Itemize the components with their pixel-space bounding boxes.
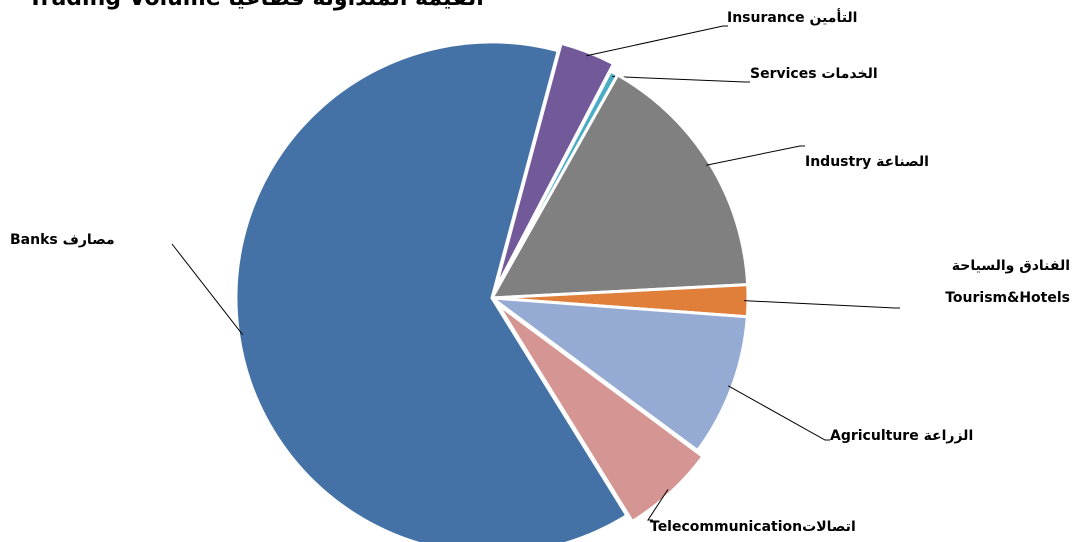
slice-label: Banks مصارف [10,232,115,248]
leader-line [743,300,900,309]
slice-label: الفنادق والسياحة Tourism&Hotels [945,258,1070,306]
slice-label: Telecommunicationاتصالات [650,519,856,535]
slice-label: Insurance التأمين [727,10,858,26]
pie-slice [493,41,616,292]
slice-label: Services الخدمات [750,66,878,82]
leader-line [171,243,244,336]
pie-slice [234,40,629,542]
leader-line [612,76,750,83]
pie-slice [489,72,750,300]
leader-line [706,145,805,166]
pie-slice [496,302,706,524]
leader-line [727,385,830,441]
pie-slice [486,296,749,453]
leader-line [586,25,728,57]
slice-label: Industry الصناعة [805,154,929,170]
leader-line [647,489,669,521]
slice-label: Agriculture الزراعة [830,428,974,444]
chart-title: Trading Volume القيمة المتداولة قطاعياً [28,0,484,11]
